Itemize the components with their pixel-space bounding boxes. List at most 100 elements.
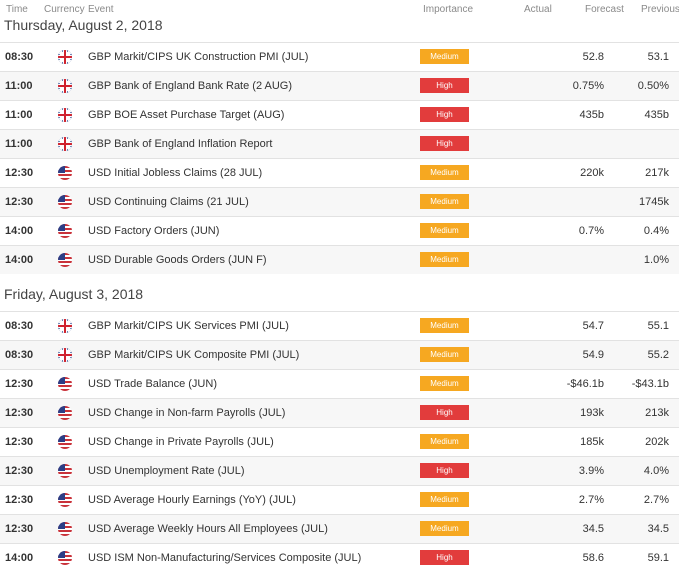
- gb-flag-icon: [58, 79, 72, 93]
- previous-value: 217k: [645, 167, 669, 179]
- event-time: 08:30: [5, 349, 34, 361]
- importance-badge: High: [420, 107, 469, 122]
- importance-badge: Medium: [420, 165, 469, 180]
- importance-badge: High: [420, 405, 469, 420]
- table-row[interactable]: 14:00 USD Durable Goods Orders (JUN F) Med…: [0, 245, 679, 274]
- table-row[interactable]: 12:30 USD Unemployment Rate (JUL) High 3.9%…: [0, 456, 679, 485]
- column-header-currency[interactable]: Currency: [44, 4, 85, 15]
- gb-flag-icon: [58, 108, 72, 122]
- table-row[interactable]: 12:30 USD Initial Jobless Claims (28 JUL)…: [0, 158, 679, 187]
- event-time: 11:00: [5, 80, 33, 92]
- event-name[interactable]: GBP Bank of England Inflation Report: [88, 138, 273, 150]
- event-name[interactable]: GBP Markit/CIPS UK Composite PMI (JUL): [88, 349, 300, 361]
- table-row[interactable]: 08:30 GBP Markit/CIPS UK Composite PMI (J…: [0, 340, 679, 369]
- gb-flag-icon: [58, 319, 72, 333]
- event-name[interactable]: USD Average Hourly Earnings (YoY) (JUL): [88, 494, 296, 506]
- event-time: 12:30: [5, 167, 34, 179]
- table-row[interactable]: 11:00 GBP BOE Asset Purchase Target (AUG)…: [0, 100, 679, 129]
- previous-value: 59.1: [647, 552, 669, 564]
- forecast-value: 52.8: [582, 51, 604, 63]
- column-header-time[interactable]: Time: [6, 4, 28, 15]
- forecast-value: 54.9: [582, 349, 604, 361]
- previous-value: 0.4%: [643, 225, 669, 237]
- forecast-value: 54.7: [582, 320, 604, 332]
- table-row[interactable]: 08:30 GBP Markit/CIPS UK Services PMI (JU…: [0, 311, 679, 340]
- table-row[interactable]: 12:30 USD Average Hourly Earnings (YoY) (…: [0, 485, 679, 514]
- day-heading: Thursday, August 2, 2018: [4, 17, 163, 33]
- importance-badge: Medium: [420, 376, 469, 391]
- table-row[interactable]: 11:00 GBP Bank of England Inflation Repor…: [0, 129, 679, 158]
- table-row[interactable]: 12:30 USD Average Weekly Hours All Employ…: [0, 514, 679, 543]
- event-name[interactable]: USD Factory Orders (JUN): [88, 225, 220, 237]
- forecast-value: 3.9%: [578, 465, 604, 477]
- event-time: 12:30: [5, 465, 34, 477]
- event-name[interactable]: USD Change in Private Payrolls (JUL): [88, 436, 274, 448]
- event-name[interactable]: USD Unemployment Rate (JUL): [88, 465, 245, 477]
- us-flag-icon: [58, 166, 72, 180]
- forecast-value: 58.6: [582, 552, 604, 564]
- importance-badge: High: [420, 463, 469, 478]
- us-flag-icon: [58, 493, 72, 507]
- event-name[interactable]: GBP Markit/CIPS UK Construction PMI (JUL…: [88, 51, 309, 63]
- event-time: 12:30: [5, 523, 34, 535]
- table-row[interactable]: 08:30 GBP Markit/CIPS UK Construction PMI…: [0, 42, 679, 71]
- event-time: 12:30: [5, 436, 34, 448]
- column-header-importance[interactable]: Importance: [423, 4, 474, 15]
- previous-value: 55.1: [647, 320, 669, 332]
- forecast-value: 2.7%: [578, 494, 604, 506]
- event-time: 12:30: [5, 378, 34, 390]
- forecast-value: 34.5: [582, 523, 604, 535]
- table-row[interactable]: 12:30 USD Trade Balance (JUN) Medium -$46.1…: [0, 369, 679, 398]
- us-flag-icon: [58, 435, 72, 449]
- previous-value: 1745k: [639, 196, 669, 208]
- us-flag-icon: [58, 195, 72, 209]
- table-row[interactable]: 11:00 GBP Bank of England Bank Rate (2 AU…: [0, 71, 679, 100]
- importance-badge: High: [420, 78, 469, 93]
- previous-value: 1.0%: [643, 254, 669, 266]
- event-name[interactable]: USD Initial Jobless Claims (28 JUL): [88, 167, 263, 179]
- importance-badge: Medium: [420, 223, 469, 238]
- previous-value: 435b: [644, 109, 669, 121]
- column-header: Time Currency Event Importance Actual Fo…: [0, 0, 679, 16]
- column-header-event[interactable]: Event: [88, 4, 114, 15]
- importance-badge: Medium: [420, 49, 469, 64]
- table-row[interactable]: 14:00 USD ISM Non-Manufacturing/Services …: [0, 543, 679, 572]
- previous-value: 53.1: [647, 51, 669, 63]
- event-name[interactable]: GBP BOE Asset Purchase Target (AUG): [88, 109, 285, 121]
- table-row[interactable]: 14:00 USD Factory Orders (JUN) Medium 0.7% 0…: [0, 216, 679, 245]
- us-flag-icon: [58, 522, 72, 536]
- previous-value: 202k: [645, 436, 669, 448]
- previous-value: 34.5: [647, 523, 669, 535]
- importance-badge: High: [420, 136, 469, 151]
- column-header-previous[interactable]: Previous: [641, 4, 679, 15]
- event-name[interactable]: USD ISM Non-Manufacturing/Services Compo…: [88, 552, 362, 564]
- column-header-forecast[interactable]: Forecast: [585, 4, 624, 15]
- us-flag-icon: [58, 551, 72, 565]
- column-header-actual[interactable]: Actual: [524, 4, 552, 15]
- importance-badge: Medium: [420, 252, 469, 267]
- event-time: 08:30: [5, 51, 34, 63]
- us-flag-icon: [58, 377, 72, 391]
- table-row[interactable]: 12:30 USD Continuing Claims (21 JUL) Mediu…: [0, 187, 679, 216]
- previous-value: 213k: [645, 407, 669, 419]
- us-flag-icon: [58, 406, 72, 420]
- forecast-value: 185k: [580, 436, 604, 448]
- day-heading: Friday, August 3, 2018: [4, 286, 144, 302]
- gb-flag-icon: [58, 50, 72, 64]
- event-time: 14:00: [5, 552, 34, 564]
- table-row[interactable]: 12:30 USD Change in Private Payrolls (JUL…: [0, 427, 679, 456]
- importance-badge: High: [420, 550, 469, 565]
- event-name[interactable]: USD Change in Non-farm Payrolls (JUL): [88, 407, 286, 419]
- event-name[interactable]: GBP Markit/CIPS UK Services PMI (JUL): [88, 320, 289, 332]
- event-name[interactable]: USD Durable Goods Orders (JUN F): [88, 254, 267, 266]
- event-name[interactable]: USD Average Weekly Hours All Employees (…: [88, 523, 328, 535]
- us-flag-icon: [58, 464, 72, 478]
- table-row[interactable]: 12:30 USD Change in Non-farm Payrolls (JU…: [0, 398, 679, 427]
- event-name[interactable]: USD Continuing Claims (21 JUL): [88, 196, 249, 208]
- event-time: 08:30: [5, 320, 34, 332]
- importance-badge: Medium: [420, 347, 469, 362]
- importance-badge: Medium: [420, 521, 469, 536]
- forecast-value: 193k: [580, 407, 604, 419]
- event-name[interactable]: USD Trade Balance (JUN): [88, 378, 217, 390]
- event-name[interactable]: GBP Bank of England Bank Rate (2 AUG): [88, 80, 293, 92]
